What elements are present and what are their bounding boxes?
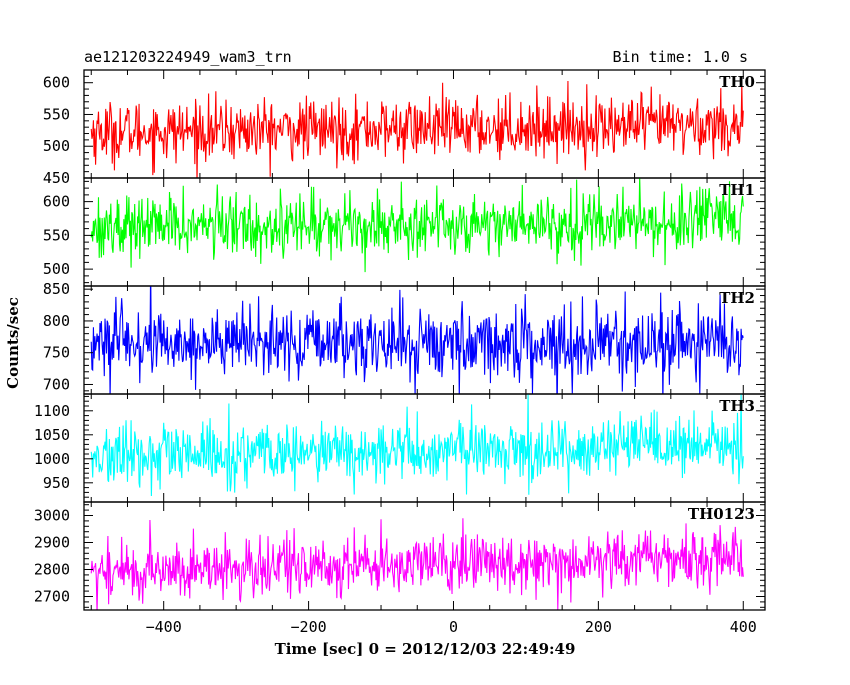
y-tick-label: 1000 — [34, 450, 70, 468]
y-tick-label: 2800 — [34, 561, 70, 579]
y-axis-title: Counts/sec — [4, 297, 22, 389]
panel-label-th0123: TH0123 — [688, 505, 755, 523]
panel-th0123: 2700 2800 2900 3000 TH0123 — [34, 501, 766, 611]
y-tick-label: 2700 — [34, 588, 70, 606]
series-line-th3 — [90, 394, 744, 496]
x-axis-title: Time [sec] 0 = 2012/12/03 22:49:49 — [275, 640, 576, 658]
panel-label-th3: TH3 — [719, 397, 755, 415]
y-tick-label: 850 — [43, 280, 70, 298]
y-tick-label: 1050 — [34, 426, 70, 444]
y-tick-label: 550 — [43, 226, 70, 244]
x-tick-label: 400 — [730, 618, 757, 636]
panel-th2: 700 750 800 850 TH2 — [43, 280, 766, 395]
y-tick-label: 2900 — [34, 534, 70, 552]
panel-label-th1: TH1 — [719, 181, 755, 199]
panel-th3: 950 1000 1050 1100 TH3 — [34, 393, 766, 503]
y-tick-label: 700 — [43, 375, 70, 393]
panel-label-th0: TH0 — [719, 73, 755, 91]
y-tick-label: 450 — [43, 169, 70, 187]
panel-th0: 450 500 550 600 TH0 — [43, 69, 766, 187]
y-tick-label: 600 — [43, 193, 70, 211]
x-tick-label: −200 — [291, 618, 327, 636]
y-tick-label: 950 — [43, 474, 70, 492]
y-tick-label: 800 — [43, 312, 70, 330]
panel-label-th2: TH2 — [719, 289, 755, 307]
y-tick-label: 750 — [43, 344, 70, 362]
series-line-th2 — [90, 286, 744, 394]
y-tick-label: 500 — [43, 260, 70, 278]
series-line-th0 — [90, 80, 744, 178]
series-line-th1 — [90, 178, 744, 273]
bin-time-label: Bin time: 1.0 s — [613, 48, 748, 66]
x-tick-label: 200 — [585, 618, 612, 636]
panel-th1: 500 550 600 TH1 — [43, 177, 766, 287]
y-tick-label: 600 — [43, 74, 70, 92]
x-tick-label: −400 — [146, 618, 182, 636]
y-tick-label: 3000 — [34, 507, 70, 525]
chart-title: ae121203224949_wam3_trn — [84, 48, 292, 66]
x-tick-label: 0 — [449, 618, 458, 636]
series-line-th0123 — [90, 518, 744, 610]
y-tick-label: 1100 — [34, 402, 70, 420]
y-tick-label: 550 — [43, 105, 70, 123]
panel-frame — [83, 501, 766, 611]
panels-group: 450 500 550 600 TH0 500 550 600 TH1 700 750 800 850 T… — [34, 69, 766, 636]
y-tick-label: 500 — [43, 137, 70, 155]
